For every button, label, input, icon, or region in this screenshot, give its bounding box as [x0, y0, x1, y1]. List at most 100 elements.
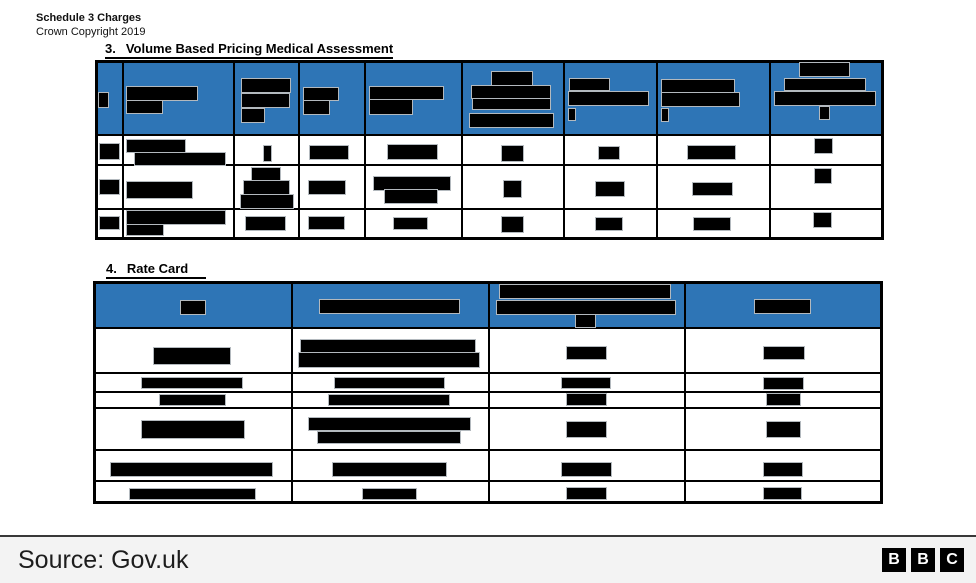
redaction-bar	[662, 80, 734, 92]
redaction-bar	[127, 225, 163, 235]
redaction-bar	[242, 79, 290, 92]
redaction-bar	[693, 183, 732, 195]
redaction-bar	[304, 88, 338, 100]
redaction-bar	[570, 79, 609, 90]
redaction-bar	[576, 315, 595, 327]
redaction-bar	[815, 169, 831, 183]
redaction-bar	[244, 181, 289, 194]
redaction-bar	[596, 182, 624, 196]
redaction-bar	[370, 100, 412, 114]
redaction-bar	[100, 144, 119, 159]
redaction-bar	[135, 153, 225, 165]
redaction-bar	[160, 395, 225, 405]
redaction-bar	[764, 347, 804, 359]
redaction-bar	[100, 180, 119, 194]
redaction-bar	[181, 301, 205, 314]
redaction-bar	[562, 378, 610, 388]
section-heading: 3. Volume Based Pricing Medical Assessmen…	[105, 41, 394, 59]
bbc-logo-letter-c: C	[940, 548, 964, 572]
redaction-bar	[500, 285, 670, 298]
redaction-bar	[567, 422, 606, 437]
redaction-bar	[472, 86, 550, 98]
redaction-bar	[127, 101, 162, 113]
redaction-bar	[309, 217, 344, 229]
redaction-bar	[370, 87, 443, 99]
footer-bar: Source: Gov.uk B B C	[0, 535, 976, 583]
table-cell	[657, 209, 770, 238]
redaction-bar	[246, 217, 285, 230]
redaction-bar	[492, 72, 532, 85]
section-number: 3.	[105, 41, 116, 56]
redaction-bar	[241, 195, 293, 208]
redaction-bar	[99, 93, 108, 107]
redaction-bar	[301, 340, 475, 353]
redaction-bar	[688, 146, 735, 159]
redaction-bar	[596, 218, 622, 230]
redaction-bar	[504, 181, 521, 197]
redaction-bar	[567, 488, 606, 499]
redacted-table	[93, 281, 883, 504]
redaction-bar	[694, 218, 730, 230]
redaction-bar	[497, 301, 675, 314]
redaction-bar	[470, 114, 553, 127]
redaction-bar	[785, 79, 865, 90]
redaction-bar	[299, 353, 479, 367]
redaction-bar	[318, 432, 460, 443]
section-heading: 4. Rate Card	[106, 261, 207, 279]
redaction-bar	[310, 146, 348, 159]
redaction-bar	[820, 107, 829, 119]
redaction-bar	[127, 87, 197, 100]
redaction-bar	[374, 177, 450, 190]
redaction-bar	[502, 217, 523, 232]
redaction-bar	[569, 109, 575, 120]
document-header: Schedule 3 Charges Crown Copyright 2019	[36, 11, 145, 39]
redaction-bar	[815, 139, 832, 153]
redaction-bar	[385, 190, 437, 203]
section-title: Rate Card	[126, 261, 189, 276]
redaction-bar	[567, 394, 606, 405]
redaction-bar	[100, 217, 119, 229]
section-title: Volume Based Pricing Medical Assessment	[125, 41, 394, 56]
redaction-bar	[599, 147, 619, 159]
redaction-bar	[127, 211, 225, 224]
redaction-bar	[388, 145, 437, 159]
redaction-bar	[320, 300, 459, 313]
document-copyright: Crown Copyright 2019	[36, 26, 146, 38]
redaction-bar	[775, 92, 875, 105]
document-title: Schedule 3 Charges	[36, 12, 142, 24]
redaction-bar	[142, 421, 244, 438]
redaction-bar	[562, 463, 611, 476]
redaction-bar	[127, 140, 185, 152]
section-number: 4.	[106, 261, 117, 276]
redaction-bar	[154, 348, 230, 364]
redaction-bar	[800, 63, 849, 76]
redacted-table	[95, 60, 884, 240]
redaction-bar	[363, 489, 416, 499]
redaction-bar	[335, 378, 444, 388]
bbc-logo: B B C	[882, 548, 964, 572]
redaction-bar	[502, 146, 523, 161]
table-cell	[462, 165, 564, 209]
redaction-bar	[329, 395, 449, 405]
redaction-bar	[569, 92, 648, 105]
redaction-bar	[662, 109, 668, 121]
redaction-bar	[814, 213, 831, 227]
redaction-bar	[242, 109, 264, 122]
redaction-bar	[764, 378, 803, 389]
bbc-logo-letter-b1: B	[882, 548, 906, 572]
redaction-bar	[242, 94, 289, 107]
redaction-bar	[130, 489, 255, 499]
redaction-bar	[111, 463, 272, 476]
redaction-bar	[755, 300, 810, 313]
redaction-bar	[127, 182, 192, 198]
table-cell	[657, 135, 770, 165]
redaction-bar	[662, 93, 739, 106]
redaction-bar	[764, 463, 802, 476]
bbc-logo-letter-b2: B	[911, 548, 935, 572]
redaction-bar	[309, 181, 345, 194]
redaction-bar	[309, 418, 470, 430]
redaction-bar	[252, 168, 280, 180]
redaction-bar	[333, 463, 446, 476]
redaction-bar	[767, 422, 800, 437]
